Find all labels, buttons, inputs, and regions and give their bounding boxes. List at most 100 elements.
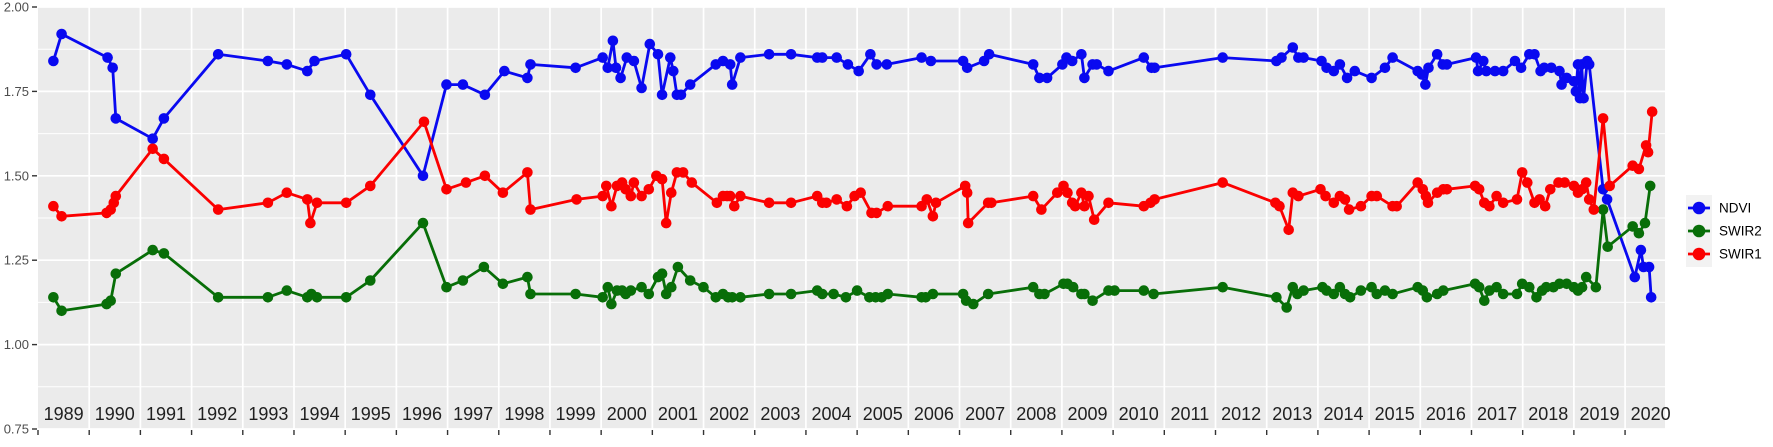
series-swir2-point [1511, 288, 1523, 300]
series-swir1-point [1473, 184, 1485, 195]
series-swir2-point [1067, 281, 1079, 293]
series-swir1-point [305, 217, 316, 229]
series-swir1-point [1079, 200, 1090, 212]
series-swir2-point [1271, 292, 1282, 303]
series-ndvi-point [763, 49, 775, 60]
series-ndvi-point [1645, 292, 1657, 303]
series-swir2-point [212, 292, 224, 303]
series-swir2-point [927, 288, 939, 300]
series-swir1-point [1355, 200, 1367, 212]
series-swir2-point [48, 292, 59, 303]
series-ndvi-point [1509, 55, 1521, 67]
series-ndvi-point [340, 49, 352, 60]
x-year-label: 2002 [709, 404, 749, 424]
series-swir1-point [1511, 194, 1523, 205]
series-swir1-point [571, 194, 582, 205]
series-ndvi-point [1568, 76, 1580, 87]
series-swir2 [48, 180, 1656, 317]
series-swir1-point [841, 200, 853, 212]
series-ndvi-point [610, 62, 622, 74]
series-ndvi-point [262, 55, 274, 67]
series-ndvi-point [831, 52, 842, 63]
series-ndvi-point [1635, 244, 1647, 256]
series-swir1 [48, 106, 1658, 236]
series-swir1-point [927, 211, 939, 222]
series-ndvi-point [158, 113, 170, 124]
y-tick-label: 1.25 [4, 253, 29, 268]
series-ndvi-point [636, 82, 647, 94]
series-swir2-point [817, 288, 828, 300]
series-ndvi-point [147, 133, 158, 144]
x-year-label: 2018 [1528, 404, 1568, 424]
series-swir1-point [1491, 190, 1502, 202]
series-swir1-point [525, 204, 536, 215]
series-swir1-point [1441, 184, 1453, 195]
series-swir2-point [882, 288, 894, 300]
series-swir2-point [1421, 292, 1433, 303]
series-swir2-point [1298, 285, 1309, 296]
series-ndvi-point [916, 52, 927, 63]
series-ndvi-point [842, 59, 854, 70]
series-ndvi-point [1379, 62, 1391, 74]
series-swir2-point [158, 248, 170, 259]
series-swir2-point [1497, 288, 1509, 300]
series-swir2-point [1438, 285, 1449, 296]
x-year-label: 1989 [44, 404, 84, 424]
legend-item-swir1: SWIR1 [1686, 241, 1762, 267]
legend-item-swir2: SWIR2 [1686, 218, 1762, 244]
x-year-label: 2014 [1323, 404, 1363, 424]
series-swir1-point [763, 197, 775, 209]
series-swir2-point [1371, 288, 1383, 300]
series-swir1-point [1103, 197, 1114, 209]
x-year-label: 2004 [812, 404, 852, 424]
series-ndvi-point [1441, 59, 1453, 70]
series-swir1-point [961, 187, 973, 198]
series-ndvi-point [1287, 42, 1299, 53]
series-swir2-point [968, 298, 979, 310]
series-ndvi-point [457, 79, 469, 90]
y-tick-label: 0.75 [4, 422, 29, 437]
legend-key-point-icon [1692, 224, 1706, 238]
x-year-label: 1991 [146, 404, 186, 424]
series-swir1-point [1539, 200, 1551, 212]
series-swir1-point [625, 190, 637, 202]
x-year-label: 2015 [1375, 404, 1415, 424]
series-swir1-point [1217, 177, 1228, 188]
series-swir2-point [1148, 288, 1159, 300]
series-swir2-point [672, 261, 684, 273]
series-ndvi-point [1103, 65, 1114, 77]
series-swir1-point [56, 211, 67, 222]
series-ndvi [48, 28, 1657, 303]
series-swir1-point [711, 197, 723, 209]
x-year-label: 2007 [965, 404, 1005, 424]
series-swir1-point [606, 200, 617, 212]
series-swir1-point [643, 184, 655, 195]
series-swir1-point [1052, 187, 1063, 198]
series-swir2-point [1580, 271, 1592, 283]
series-ndvi-point [1334, 59, 1346, 70]
series-ndvi-point [499, 65, 510, 77]
series-ndvi-point [1341, 72, 1353, 84]
series-swir2-point [597, 292, 608, 303]
series-swir2-point [1281, 302, 1292, 313]
x-axis-year-labels: 1989 1990 1991 1992 1993 1994 1995 1996 1997 1998… [44, 404, 1671, 424]
series-ndvi-point [1529, 49, 1540, 60]
series-swir2-point [1328, 288, 1340, 300]
series-swir1-point [597, 190, 608, 202]
series-swir2-point [735, 292, 746, 303]
series-ndvi-point [1497, 65, 1509, 77]
series-swir2-point [1027, 281, 1039, 293]
series-ndvi-point [309, 55, 320, 67]
series-ndvi-point [597, 52, 608, 63]
series-ndvi-point [607, 35, 619, 47]
series-swir2-point [1087, 295, 1098, 307]
series-swir1-point [1320, 190, 1331, 202]
series-swir1-point [1522, 177, 1533, 188]
series-swir1-point [882, 200, 894, 212]
series-ndvi-point [726, 79, 738, 90]
series-swir2-point [1039, 288, 1050, 300]
series-swir2-point [625, 285, 637, 296]
series-swir1-point [1343, 204, 1355, 215]
series-swir2-point [1387, 288, 1398, 300]
